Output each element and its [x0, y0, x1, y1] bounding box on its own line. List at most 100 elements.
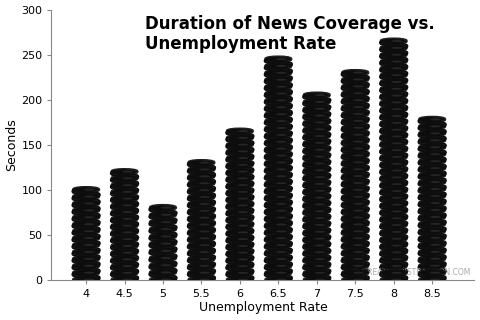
Ellipse shape: [343, 133, 368, 137]
Ellipse shape: [343, 243, 368, 247]
Ellipse shape: [74, 278, 98, 282]
Ellipse shape: [430, 132, 441, 134]
Ellipse shape: [392, 136, 402, 138]
Ellipse shape: [122, 191, 133, 193]
Ellipse shape: [266, 229, 291, 233]
Ellipse shape: [276, 196, 287, 198]
Ellipse shape: [122, 279, 133, 281]
Ellipse shape: [238, 184, 248, 186]
Ellipse shape: [430, 174, 441, 176]
Ellipse shape: [353, 85, 363, 87]
Ellipse shape: [420, 229, 444, 233]
Ellipse shape: [151, 206, 175, 210]
Ellipse shape: [392, 163, 402, 165]
Ellipse shape: [304, 237, 329, 241]
Ellipse shape: [276, 237, 287, 239]
Ellipse shape: [420, 250, 444, 254]
Ellipse shape: [228, 210, 252, 214]
Ellipse shape: [122, 204, 133, 206]
Ellipse shape: [392, 258, 402, 260]
Ellipse shape: [304, 134, 329, 138]
Ellipse shape: [276, 92, 287, 94]
Ellipse shape: [276, 127, 287, 129]
Ellipse shape: [353, 155, 363, 156]
Ellipse shape: [189, 174, 214, 178]
Ellipse shape: [84, 251, 95, 253]
X-axis label: Unemployment Rate: Unemployment Rate: [199, 301, 327, 315]
Ellipse shape: [304, 230, 329, 234]
Ellipse shape: [276, 141, 287, 143]
Ellipse shape: [84, 265, 95, 267]
Ellipse shape: [199, 210, 210, 212]
Ellipse shape: [382, 87, 406, 91]
Ellipse shape: [74, 188, 98, 191]
Ellipse shape: [392, 156, 402, 158]
Ellipse shape: [112, 237, 137, 241]
Ellipse shape: [74, 257, 98, 261]
Ellipse shape: [353, 106, 363, 108]
Ellipse shape: [392, 176, 402, 178]
Ellipse shape: [392, 190, 402, 192]
Ellipse shape: [304, 216, 329, 220]
Ellipse shape: [343, 209, 368, 212]
Ellipse shape: [189, 202, 214, 206]
Ellipse shape: [420, 152, 444, 156]
Ellipse shape: [392, 244, 402, 246]
Ellipse shape: [315, 122, 325, 124]
Ellipse shape: [430, 251, 441, 253]
Ellipse shape: [392, 68, 402, 69]
Ellipse shape: [315, 251, 325, 253]
Ellipse shape: [266, 71, 291, 75]
Ellipse shape: [122, 198, 133, 200]
Ellipse shape: [266, 243, 291, 247]
Ellipse shape: [276, 100, 287, 101]
Ellipse shape: [266, 209, 291, 212]
Ellipse shape: [276, 258, 287, 260]
Ellipse shape: [74, 209, 98, 212]
Ellipse shape: [392, 238, 402, 240]
Ellipse shape: [343, 154, 368, 157]
Ellipse shape: [420, 138, 444, 142]
Ellipse shape: [430, 160, 441, 162]
Ellipse shape: [304, 251, 329, 254]
Ellipse shape: [238, 191, 248, 193]
Ellipse shape: [266, 195, 291, 199]
Ellipse shape: [276, 113, 287, 115]
Ellipse shape: [315, 163, 325, 164]
Ellipse shape: [420, 124, 444, 128]
Ellipse shape: [276, 230, 287, 232]
Ellipse shape: [189, 209, 214, 213]
Ellipse shape: [199, 217, 210, 219]
Ellipse shape: [420, 278, 444, 282]
Ellipse shape: [228, 183, 252, 187]
Ellipse shape: [430, 237, 441, 239]
Ellipse shape: [382, 39, 406, 43]
Ellipse shape: [276, 210, 287, 212]
Ellipse shape: [430, 223, 441, 225]
Ellipse shape: [343, 105, 368, 109]
Ellipse shape: [315, 176, 325, 178]
Ellipse shape: [315, 142, 325, 144]
Ellipse shape: [84, 258, 95, 260]
Ellipse shape: [304, 168, 329, 172]
Ellipse shape: [315, 197, 325, 199]
Ellipse shape: [304, 257, 329, 261]
Ellipse shape: [420, 180, 444, 184]
Ellipse shape: [304, 182, 329, 186]
Ellipse shape: [353, 78, 363, 80]
Ellipse shape: [382, 244, 406, 247]
Ellipse shape: [228, 224, 252, 228]
Ellipse shape: [161, 257, 171, 259]
Ellipse shape: [84, 209, 95, 211]
Ellipse shape: [382, 80, 406, 84]
Ellipse shape: [112, 251, 137, 254]
Ellipse shape: [266, 278, 291, 282]
Ellipse shape: [343, 98, 368, 102]
Ellipse shape: [276, 279, 287, 281]
Ellipse shape: [315, 135, 325, 137]
Ellipse shape: [238, 157, 248, 159]
Ellipse shape: [276, 175, 287, 177]
Ellipse shape: [238, 238, 248, 240]
Ellipse shape: [382, 182, 406, 186]
Ellipse shape: [189, 250, 214, 254]
